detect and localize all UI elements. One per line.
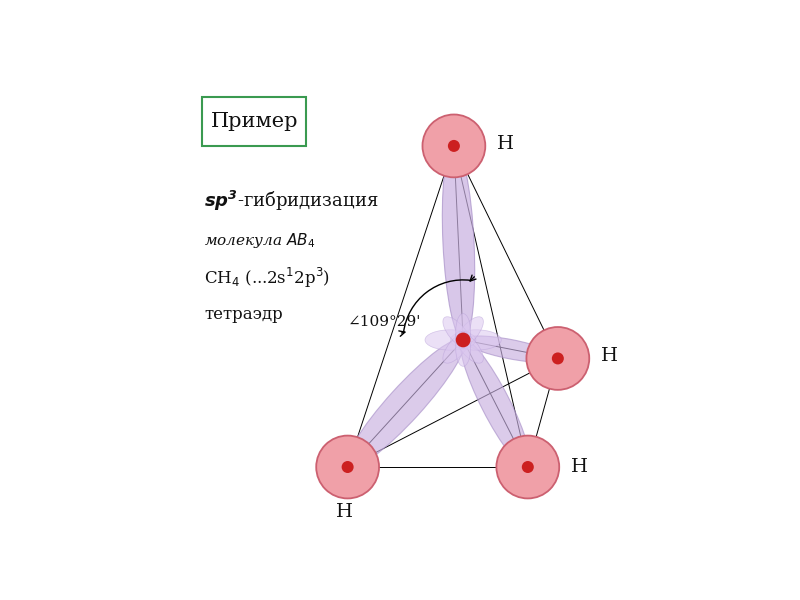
Text: Пример: Пример (210, 112, 298, 131)
Circle shape (522, 461, 534, 473)
Ellipse shape (443, 317, 471, 349)
Circle shape (448, 140, 460, 152)
Circle shape (342, 461, 354, 473)
Ellipse shape (443, 332, 471, 363)
Text: H: H (570, 458, 588, 476)
Text: H: H (336, 503, 353, 521)
Circle shape (496, 436, 559, 499)
Circle shape (552, 352, 564, 364)
Ellipse shape (346, 339, 465, 468)
Ellipse shape (456, 314, 470, 349)
Ellipse shape (442, 146, 474, 340)
Ellipse shape (455, 317, 483, 349)
Ellipse shape (463, 336, 558, 362)
Text: $\bfit{sp}^3$-гибридизация: $\bfit{sp}^3$-гибридизация (205, 190, 379, 214)
Circle shape (316, 436, 379, 499)
Text: СН$_4$ (...2s$^1$2p$^3$): СН$_4$ (...2s$^1$2p$^3$) (205, 266, 330, 290)
Ellipse shape (456, 331, 470, 366)
Ellipse shape (461, 340, 530, 467)
Text: молекула $АВ_4$: молекула $АВ_4$ (205, 231, 315, 250)
Circle shape (526, 327, 590, 390)
Circle shape (456, 332, 470, 347)
Text: H: H (497, 134, 514, 152)
Circle shape (422, 115, 486, 178)
Text: H: H (601, 347, 618, 365)
FancyBboxPatch shape (202, 97, 306, 146)
Ellipse shape (425, 330, 476, 350)
Text: ∠109°29': ∠109°29' (348, 315, 421, 329)
Ellipse shape (455, 332, 483, 363)
Text: тетраэдр: тетраэдр (205, 306, 283, 323)
Ellipse shape (450, 330, 502, 350)
